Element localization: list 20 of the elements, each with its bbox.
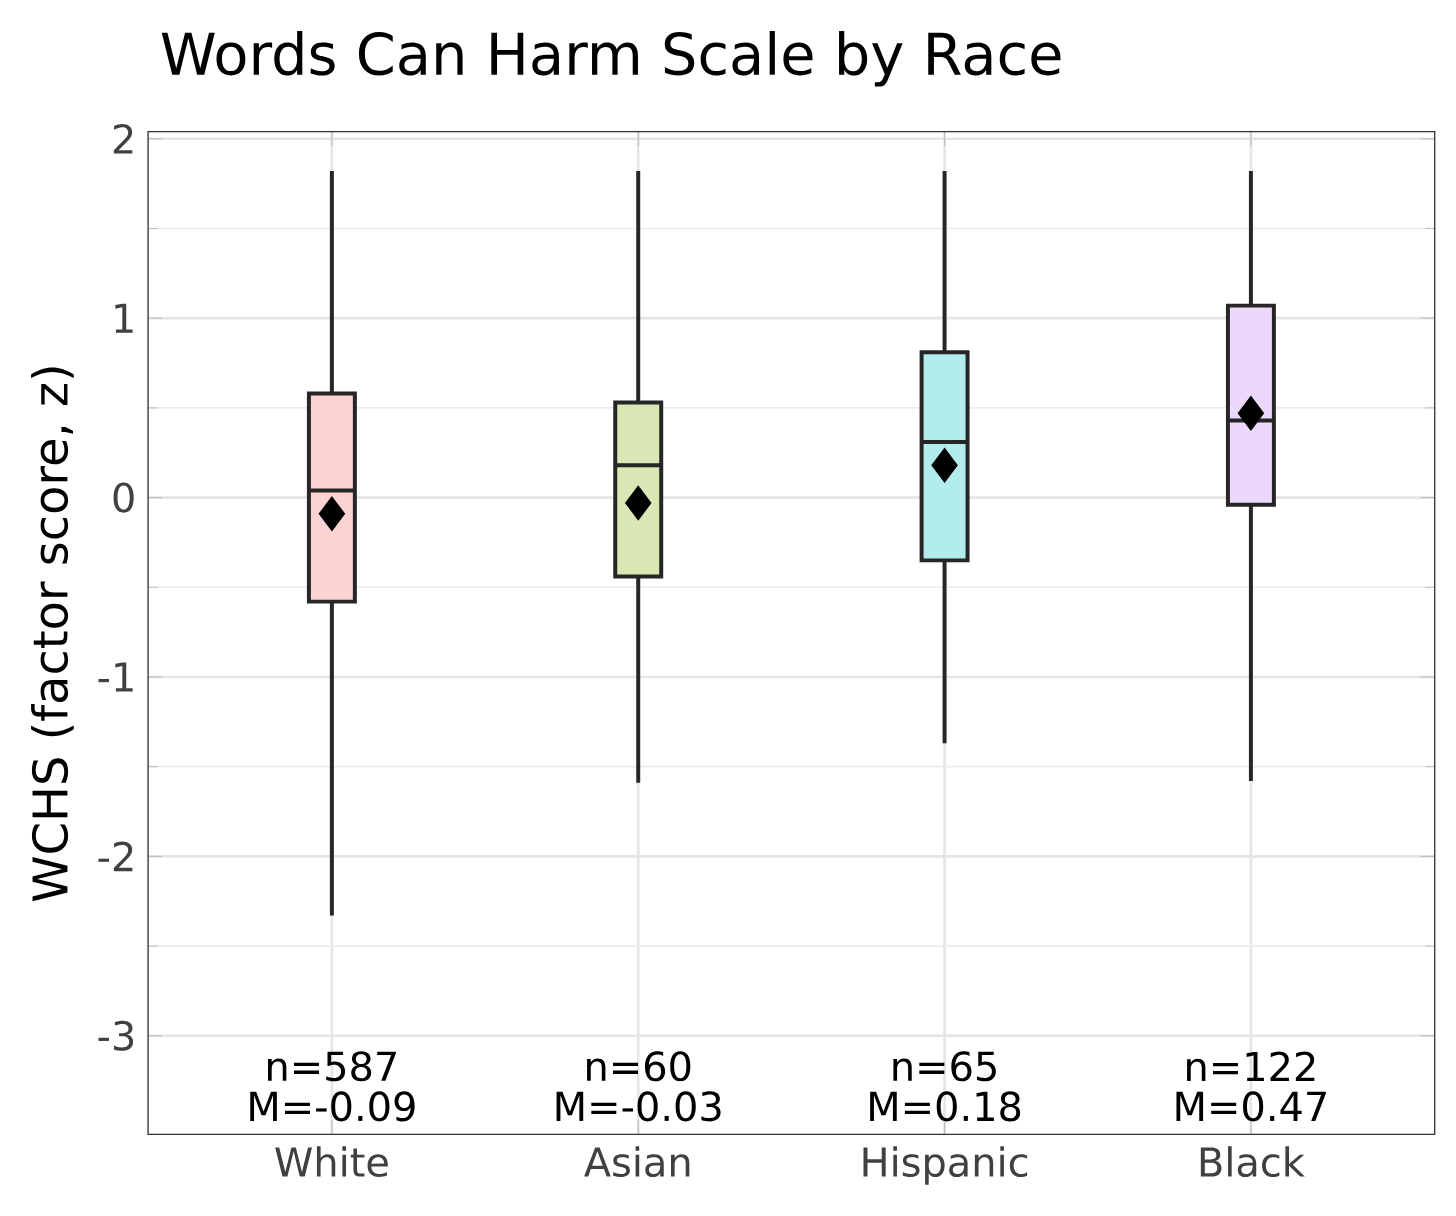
x-tick-label: Asian bbox=[584, 1146, 690, 1178]
x-tick-label: Black bbox=[1200, 1146, 1305, 1178]
y-tick-label: -2 bbox=[98, 841, 133, 872]
annotation: M=-0.09 bbox=[250, 1091, 415, 1122]
y-tick-label: 2 bbox=[113, 124, 133, 154]
y-tick-label: -3 bbox=[98, 1020, 134, 1051]
annotation: n=60 bbox=[587, 1051, 691, 1082]
annotation: M=0.18 bbox=[870, 1091, 1021, 1122]
y-tick-label: 0 bbox=[113, 482, 134, 513]
y-axis-title: WCHS (factor score, z) bbox=[31, 367, 74, 902]
annotation: n=65 bbox=[893, 1051, 996, 1082]
y-tick-label: 1 bbox=[115, 303, 133, 333]
annotation: M=-0.03 bbox=[556, 1091, 721, 1122]
x-tick-label: Hispanic bbox=[863, 1146, 1028, 1185]
annotation: n=587 bbox=[268, 1051, 396, 1082]
x-tick-label: White bbox=[275, 1146, 388, 1178]
y-tick-label: -1 bbox=[98, 662, 133, 692]
annotation: M=0.47 bbox=[1176, 1091, 1326, 1122]
annotation: n=122 bbox=[1187, 1051, 1315, 1082]
chart-title: Words Can Harm Scale by Race bbox=[161, 31, 1061, 87]
